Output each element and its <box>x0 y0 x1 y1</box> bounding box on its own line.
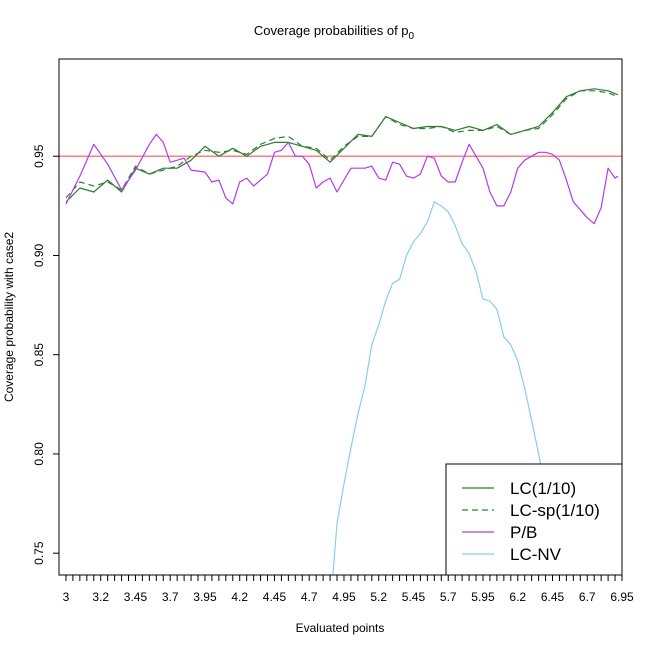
legend-label-2: P/B <box>510 523 537 542</box>
chart-title-subscript: 0 <box>409 31 415 42</box>
x-tick-label: 6.7 <box>579 590 596 604</box>
x-tick-label: 6.95 <box>610 590 634 604</box>
legend-label-0: LC(1/10) <box>510 479 576 498</box>
x-tick-label: 5.2 <box>370 590 387 604</box>
series-line-3 <box>332 201 544 575</box>
x-tick-label: 3.2 <box>92 590 109 604</box>
y-tick-label: 0.90 <box>32 243 46 267</box>
legend-label-1: LC-sp(1/10) <box>510 501 600 520</box>
x-axis: 3 3.2 3.45 3.7 3.95 4.2 4.45 4.7 4.95 5.2 5.45 5.7 5… <box>63 574 634 604</box>
x-tick-label: 4.45 <box>263 590 287 604</box>
legend-box <box>445 463 623 576</box>
x-tick-label: 6.45 <box>541 590 565 604</box>
x-tick-label: 5.95 <box>471 590 495 604</box>
y-axis: 0.75 0.80 0.85 0.90 0.95 <box>32 144 60 565</box>
x-tick-label: 3.95 <box>193 590 217 604</box>
series-line-1 <box>65 90 619 199</box>
y-tick-label: 0.95 <box>32 144 46 168</box>
legend-label-3: LC-NV <box>510 545 562 564</box>
x-axis-label: Evaluated points <box>296 621 385 635</box>
x-tick-label: 3.7 <box>162 590 179 604</box>
x-tick-label: 6.2 <box>509 590 526 604</box>
series-line-0 <box>65 88 619 203</box>
x-tick-label: 3.45 <box>124 590 148 604</box>
y-tick-label: 0.80 <box>32 442 46 466</box>
x-tick-label: 4.2 <box>231 590 248 604</box>
x-tick-label: 4.95 <box>332 590 356 604</box>
legend: LC(1/10) LC-sp(1/10) P/B LC-NV <box>445 463 623 576</box>
y-tick-label: 0.75 <box>32 541 46 565</box>
chart-title: Coverage probabilities of p0 <box>254 23 415 42</box>
y-tick-label: 0.85 <box>32 343 46 367</box>
x-tick-label: 5.7 <box>440 590 457 604</box>
x-tick-label: 5.45 <box>402 590 426 604</box>
series-line-2 <box>65 133 619 225</box>
x-tick-label: 3 <box>63 590 70 604</box>
plot-content <box>59 88 622 575</box>
series-group <box>59 88 622 575</box>
x-tick-label: 4.7 <box>301 590 318 604</box>
y-axis-label: Coverage probability with case2 <box>2 232 16 402</box>
